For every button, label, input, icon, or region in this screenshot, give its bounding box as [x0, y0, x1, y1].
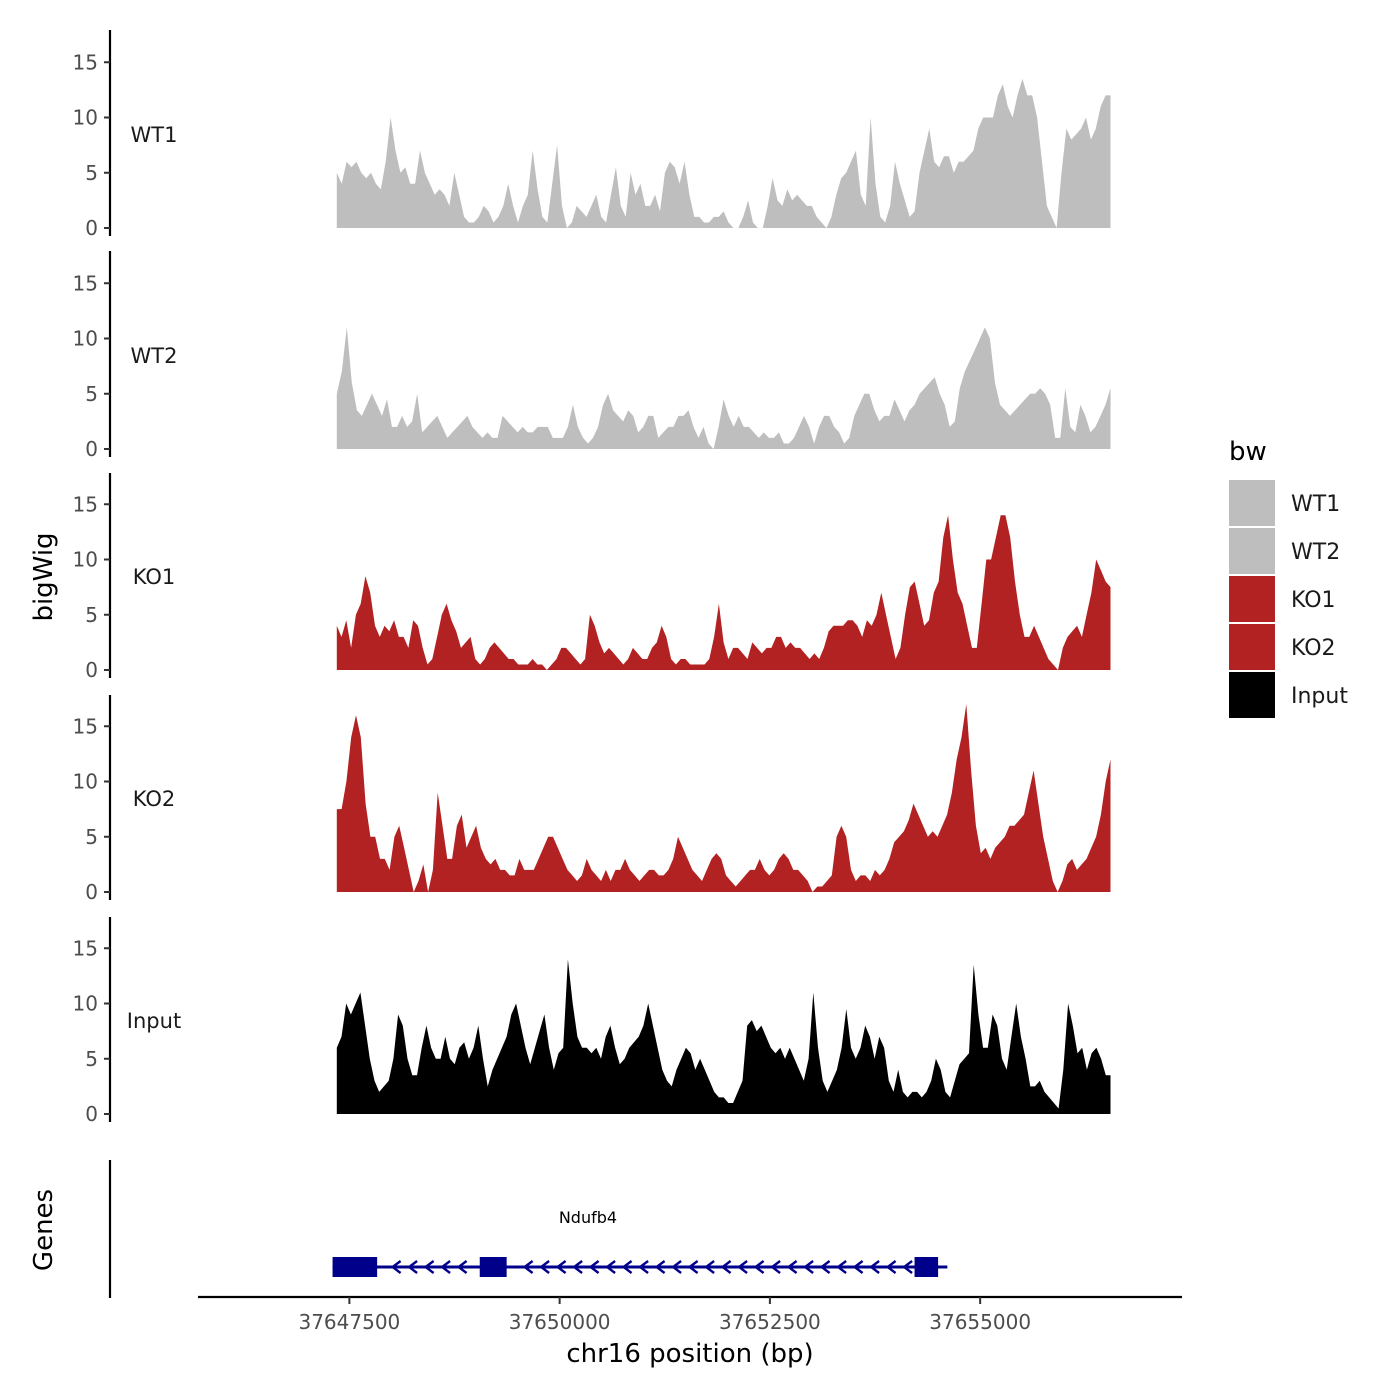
track-wt1: 0 5 10 15 WT1 — [73, 30, 1111, 240]
x-tick-label: 37652500 — [719, 1310, 821, 1334]
legend-label: WT2 — [1291, 540, 1340, 565]
genes-axis-title: Genes — [29, 1189, 59, 1271]
legend-label: KO1 — [1291, 588, 1336, 613]
y-tick-label: 10 — [73, 770, 98, 794]
strand-arrow — [407, 1260, 418, 1274]
coverage-area-ko2 — [336, 704, 1111, 892]
track-label: KO1 — [133, 565, 176, 589]
strand-arrow — [786, 1260, 798, 1274]
x-axis: 37647500 37650000 37652500 37655000 — [198, 1295, 1182, 1334]
x-tick-label: 37647500 — [298, 1310, 400, 1334]
y-tick-label: 5 — [85, 1047, 98, 1071]
coverage-area-wt1 — [336, 78, 1111, 228]
coverage-tracks: 0 5 10 15 WT1 0 5 10 15 WT2 0 5 10 15 KO1 0 5 10 15 KO2 0 5 10… — [73, 30, 1111, 1126]
strand-arrow — [638, 1260, 649, 1274]
x-tick-label: 37650000 — [509, 1310, 611, 1334]
strand-arrow — [869, 1260, 880, 1274]
y-tick-label: 0 — [85, 216, 98, 240]
legend-title: bw — [1229, 437, 1267, 467]
y-tick-label: 10 — [73, 992, 98, 1016]
gene-exon — [332, 1257, 378, 1277]
strand-arrow — [687, 1260, 699, 1274]
legend-label: Input — [1291, 684, 1348, 709]
strand-arrow — [440, 1260, 451, 1274]
legend-key-wt1 — [1229, 480, 1275, 526]
strand-arrow — [588, 1260, 600, 1274]
y-tick-label: 15 — [73, 50, 98, 74]
strand-arrow — [836, 1260, 847, 1274]
strand-arrow — [605, 1260, 616, 1274]
strand-arrow — [572, 1260, 583, 1274]
x-axis-title: chr16 position (bp) — [566, 1339, 813, 1369]
legend: bw WT1 WT2 KO1 KO2 Input — [1229, 437, 1348, 718]
y-tick-label: 15 — [73, 936, 98, 960]
coverage-area-input — [336, 959, 1111, 1114]
coverage-area-ko1 — [336, 515, 1111, 670]
legend-label: KO2 — [1291, 636, 1336, 661]
track-ko2: 0 5 10 15 KO2 — [73, 695, 1111, 904]
gene-exon — [914, 1257, 939, 1277]
y-tick-label: 10 — [73, 548, 98, 572]
y-tick-label: 10 — [73, 106, 98, 130]
legend-key-wt2 — [1229, 528, 1275, 574]
y-tick-label: 0 — [85, 880, 98, 904]
strand-arrow — [654, 1260, 666, 1274]
y-axis-title: bigWig — [29, 532, 59, 621]
strand-arrow — [539, 1260, 550, 1274]
gene-track: Ndufb4 — [108, 1160, 948, 1298]
strand-arrow — [671, 1260, 682, 1274]
strand-arrow — [621, 1260, 633, 1274]
track-label: WT2 — [131, 344, 178, 368]
y-tick-label: 15 — [73, 492, 98, 516]
strand-arrow — [720, 1260, 732, 1274]
y-tick-label: 0 — [85, 437, 98, 461]
coverage-area-wt2 — [336, 327, 1111, 449]
strand-arrow — [852, 1260, 864, 1274]
y-tick-label: 0 — [85, 1102, 98, 1126]
y-tick-label: 10 — [73, 327, 98, 351]
y-tick-label: 5 — [85, 161, 98, 185]
y-tick-label: 5 — [85, 603, 98, 627]
strand-arrow — [390, 1260, 402, 1274]
strand-arrow — [456, 1260, 468, 1274]
y-tick-label: 15 — [73, 271, 98, 295]
strand-arrow — [902, 1260, 913, 1274]
strand-arrow — [423, 1260, 435, 1274]
strand-arrow — [753, 1260, 765, 1274]
strand-arrow — [555, 1260, 567, 1274]
strand-arrow — [737, 1260, 748, 1274]
gene-name-label: Ndufb4 — [559, 1208, 617, 1227]
y-tick-label: 5 — [85, 825, 98, 849]
legend-label: WT1 — [1291, 492, 1340, 517]
track-label: Input — [127, 1009, 181, 1033]
legend-key-input — [1229, 672, 1275, 718]
strand-arrow — [704, 1260, 715, 1274]
track-input: 0 5 10 15 Input — [73, 917, 1111, 1126]
strand-arrow — [803, 1260, 814, 1274]
gene-exon — [479, 1257, 507, 1277]
track-ko1: 0 5 10 15 KO1 — [73, 473, 1111, 682]
y-tick-label: 0 — [85, 658, 98, 682]
y-tick-label: 15 — [73, 714, 98, 738]
strand-arrow — [522, 1260, 534, 1274]
track-label: WT1 — [131, 123, 178, 147]
x-tick-label: 37655000 — [929, 1310, 1031, 1334]
track-wt2: 0 5 10 15 WT2 — [73, 251, 1111, 461]
track-label: KO2 — [133, 787, 176, 811]
legend-key-ko1 — [1229, 576, 1275, 622]
legend-key-ko2 — [1229, 624, 1275, 670]
y-tick-label: 5 — [85, 382, 98, 406]
strand-arrow — [885, 1260, 897, 1274]
strand-arrow — [770, 1260, 781, 1274]
strand-arrow — [819, 1260, 831, 1274]
